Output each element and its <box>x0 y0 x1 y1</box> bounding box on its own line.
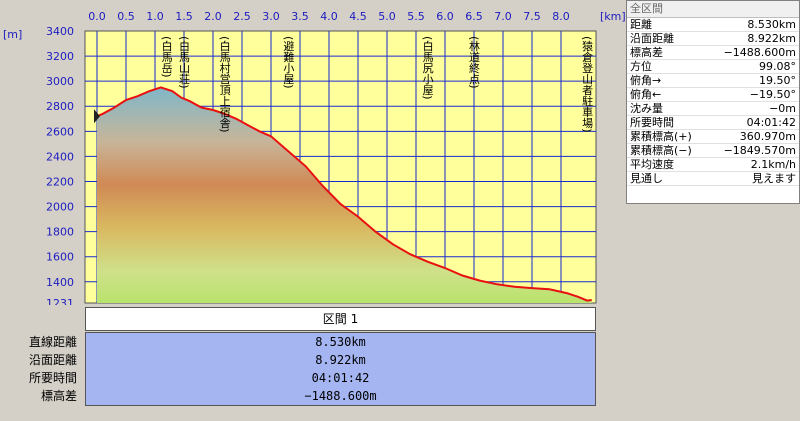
summary-row-value: 99.08° <box>706 59 799 74</box>
x-tick-labels: 0.0 0.5 1.0 1.5 2.0 2.5 3.0 3.5 4.0 4.5 5.0 5.5 6.0 6… <box>88 10 570 23</box>
summary-row: 所要時間 04:01:42 <box>627 115 799 130</box>
summary-row: 累積標高(+) 360.970m <box>627 129 799 144</box>
summary-row-label: 俯角← <box>627 87 707 102</box>
summary-row-value: 8.530km <box>706 18 799 32</box>
summary-row-label: 累積標高(−) <box>627 143 707 158</box>
x-unit-label: [km] <box>600 10 626 23</box>
start-marker-icon[interactable] <box>94 109 100 124</box>
x-tick-label: 4.0 <box>320 10 338 23</box>
elevation-line <box>96 86 592 302</box>
waypoint-label: (白馬尻小屋) <box>421 36 434 100</box>
x-tick-label: 1.5 <box>175 10 193 23</box>
summary-row-label: 方位 <box>627 59 707 74</box>
section-stat-label: 直線距離 <box>28 335 77 349</box>
y-tick-label: 3400 <box>46 25 74 38</box>
x-tick-label: 3.5 <box>291 10 309 23</box>
y-tick-label: 2600 <box>46 125 74 138</box>
waypoint-label: (猿倉登山者駐車場) <box>581 36 594 133</box>
summary-row-label: 沈み量 <box>627 101 707 116</box>
summary-row-label: 標高差 <box>627 45 707 60</box>
summary-row-value: 見えます <box>706 171 799 186</box>
x-tick-label: 6.5 <box>465 10 483 23</box>
summary-row-value: 04:01:42 <box>706 115 799 130</box>
y-unit-label: [m] <box>3 28 22 41</box>
summary-panel-title: 全区間 <box>627 1 799 18</box>
x-tick-label: 5.0 <box>378 10 396 23</box>
section-stat-value: 8.922km <box>315 353 366 367</box>
elevation-profile-chart: 0.0 0.5 1.0 1.5 2.0 2.5 3.0 3.5 4.0 4.5 5.0 5.5 6.0 6… <box>3 10 626 305</box>
summary-table: 距離 8.530km 沿面距離 8.922km 標高差 −1488.600m 方位 99.08… <box>627 18 799 186</box>
summary-row-label: 見通し <box>627 171 707 186</box>
summary-row-label: 距離 <box>627 18 707 32</box>
summary-row-value: 8.922km <box>706 31 799 46</box>
summary-row: 平均速度 2.1km/h <box>627 157 799 172</box>
y-tick-label: 2800 <box>46 100 74 113</box>
y-tick-labels: 3400 3200 3000 2800 2600 2400 2200 2000 1800 1600… <box>46 25 74 305</box>
summary-row: 距離 8.530km <box>627 18 799 32</box>
waypoint-annotations: (白馬岳) (白馬山荘) (白馬村営頂上宿舎) (避難小屋) (白馬尻小屋) (林道終点)… <box>160 36 593 133</box>
summary-row-value: 2.1km/h <box>706 157 799 172</box>
summary-row: 沈み量 −0m <box>627 101 799 116</box>
y-tick-label: 1800 <box>46 226 74 239</box>
x-tick-label: 7.5 <box>523 10 541 23</box>
summary-row: 標高差 −1488.600m <box>627 45 799 60</box>
section-stat-value: 04:01:42 <box>311 371 370 385</box>
summary-row: 俯角← −19.50° <box>627 87 799 102</box>
summary-panel: 全区間 距離 8.530km 沿面距離 8.922km 標高差 −1488.600m 方位 9… <box>626 0 800 204</box>
x-tick-label: 4.5 <box>349 10 367 23</box>
summary-row: 沿面距離 8.922km <box>627 31 799 46</box>
summary-row-value: 360.970m <box>706 129 799 144</box>
x-tick-label: 2.5 <box>233 10 251 23</box>
summary-row-value: −19.50° <box>706 87 799 102</box>
summary-row-label: 所要時間 <box>627 115 707 130</box>
y-tick-label: 1231 <box>46 297 74 305</box>
x-tick-label: 5.5 <box>407 10 425 23</box>
summary-row-label: 平均速度 <box>627 157 707 172</box>
y-tick-label: 2000 <box>46 201 74 214</box>
y-tick-label: 3000 <box>46 75 74 88</box>
x-tick-label: 2.0 <box>204 10 222 23</box>
x-tick-label: 1.0 <box>146 10 164 23</box>
summary-row: 累積標高(−) −1849.570m <box>627 143 799 158</box>
waypoint-label: (白馬村営頂上宿舎) <box>218 36 231 133</box>
x-tick-label: 0.5 <box>117 10 135 23</box>
summary-row-value: −0m <box>706 101 799 116</box>
waypoint-label: (白馬山荘) <box>178 36 191 89</box>
x-tick-label: 8.0 <box>552 10 570 23</box>
waypoint-label: (林道終点) <box>468 36 481 89</box>
waypoint-label: (避難小屋) <box>282 36 295 89</box>
y-tick-label: 3200 <box>46 50 74 63</box>
section-stat-label: 所要時間 <box>28 371 77 385</box>
summary-row-label: 累積標高(+) <box>627 129 707 144</box>
summary-row-label: 沿面距離 <box>627 31 707 46</box>
summary-row: 方位 99.08° <box>627 59 799 74</box>
section-stat-value: 8.530km <box>315 335 366 349</box>
section-stat-label: 標高差 <box>40 389 77 403</box>
y-tick-label: 2400 <box>46 150 74 163</box>
x-tick-label: 7.0 <box>494 10 512 23</box>
x-tick-label: 0.0 <box>88 10 106 23</box>
summary-row: 見通し 見えます <box>627 171 799 186</box>
waypoint-label: (白馬岳) <box>160 36 173 78</box>
y-tick-label: 2200 <box>46 175 74 188</box>
section-stats <box>85 332 596 406</box>
summary-row: 俯角→ 19.50° <box>627 73 799 88</box>
elevation-area <box>97 87 592 304</box>
x-tick-label: 3.0 <box>262 10 280 23</box>
section-stat-value: −1488.600m <box>304 389 377 403</box>
summary-row-value: −1488.600m <box>706 45 799 60</box>
summary-row-value: 19.50° <box>706 73 799 88</box>
y-tick-label: 1600 <box>46 251 74 264</box>
section-header[interactable]: 区間 1 <box>85 307 596 331</box>
y-tick-label: 1400 <box>46 276 74 289</box>
summary-row-label: 俯角→ <box>627 73 707 88</box>
summary-row-value: −1849.570m <box>706 143 799 158</box>
section-stat-label: 沿面距離 <box>28 353 77 367</box>
x-tick-label: 6.0 <box>436 10 454 23</box>
